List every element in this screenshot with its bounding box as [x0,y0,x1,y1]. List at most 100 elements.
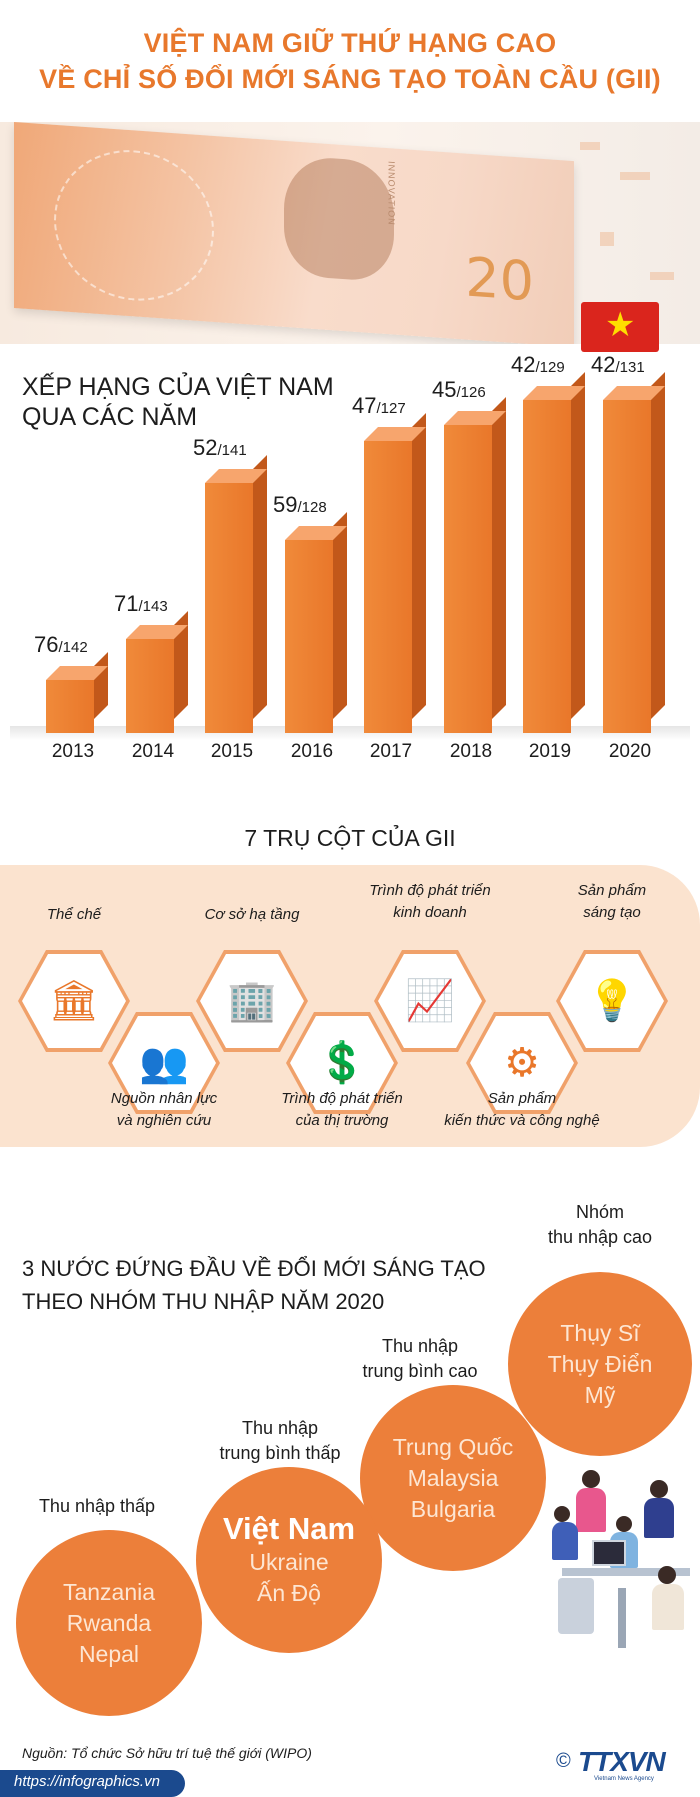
group-label-low: Thu nhập thấp [22,1494,172,1519]
pillar-label-line: kinh doanh [393,904,467,921]
pillar-label-line: Trình độ phát triển [281,1090,403,1107]
pillar-label: Trình độ phát triển của thị trường [242,1088,442,1132]
rank-value: 52 [193,435,218,460]
top3-title-line-1: 3 NƯỚC ĐỨNG ĐẦU VỀ ĐỔI MỚI SÁNG TẠO [22,1256,486,1281]
desk-leg-icon [618,1588,626,1648]
group-label-lower-middle: Thu nhập trung bình thấp [200,1416,360,1466]
bar-side [571,372,585,719]
top3-title: 3 NƯỚC ĐỨNG ĐẦU VỀ ĐỔI MỚI SÁNG TẠO THEO… [22,1252,486,1318]
bar-side [94,652,108,719]
top3-title-line-2: THEO NHÓM THU NHẬP NĂM 2020 [22,1289,385,1314]
bar-2020 [603,400,651,733]
group-label-high: Nhóm thu nhập cao [520,1200,680,1250]
rank-label: 45/126 [432,377,486,403]
rank-label: 42/131 [591,352,645,378]
bar-side [412,413,426,719]
group-label-line: Nhóm [575,1202,624,1222]
year-label: 2016 [290,741,334,762]
gear-technology-icon: ⚙ [504,1041,540,1085]
pillar-label: Thể chế [0,904,174,926]
person-body-icon [576,1488,606,1532]
person-body-icon [644,1498,674,1538]
bar-side [333,512,347,719]
pillar-label: Sản phẩm kiến thức và công nghệ [422,1088,622,1132]
flag-star-icon: ★ [605,306,636,344]
title-line-2: VỀ CHỈ SỐ ĐỔI MỚI SÁNG TẠO TOÀN CẦU (GII… [39,64,661,94]
monitor-icon [592,1540,626,1566]
pillar-label-line: của thị trường [295,1112,389,1129]
chart-title-line-1: XẾP HẠNG CỦA VIỆT NAM [22,373,334,401]
person-body-icon [552,1522,578,1560]
pillar-label: Cơ sở hạ tầng [152,904,352,926]
pillar-label: Nguồn nhân lực và nghiên cứu [64,1088,264,1132]
rank-label: 42/129 [511,352,565,378]
decor-dash [580,142,600,150]
rank-value: 47 [352,393,377,418]
rank-value: 42 [591,352,616,377]
banknote-circle-pattern [54,144,214,306]
person-head-icon [616,1516,632,1532]
ttxvn-logo-subtitle: Vietnam News Agency [594,1776,654,1782]
rank-total: /126 [456,384,486,401]
group-label-line: trung bình thấp [219,1443,341,1463]
person-body-icon [652,1584,684,1630]
rank-total: /127 [376,400,406,417]
country-name: Malaysia [407,1464,499,1491]
year-label: 2014 [131,741,175,762]
brain-bulb-icon: 💡 [587,979,637,1023]
country-name: Tanzania [62,1578,156,1605]
pillar-label-line: Trình độ phát triển [369,882,491,899]
pillar-label-line: Sản phẩm [487,1090,557,1107]
rank-total: /128 [297,499,327,516]
country-name-highlight: Việt Nam [222,1511,356,1546]
rank-value: 76 [34,632,59,657]
bar-side [492,397,506,719]
rank-total: /141 [217,442,247,459]
pillar-label-line: Thể chế [46,906,102,923]
government-building-icon: 🏛 [48,979,100,1023]
rank-total: /143 [138,598,168,615]
rank-label: 59/128 [273,492,327,518]
chart-title-line-2: QUA CÁC NĂM [22,403,198,431]
decor-dash [620,172,650,180]
group-label-line: trung bình cao [362,1361,478,1381]
rank-total: /131 [615,359,645,376]
rank-value: 59 [273,492,298,517]
chart-title: XẾP HẠNG CỦA VIỆT NAM QUA CÁC NĂM [22,372,334,432]
chair-icon [558,1578,594,1634]
chart-floor [10,726,690,740]
group-label-line: thu nhập cao [547,1227,653,1247]
bar-2016 [285,540,333,733]
banknote-text: INNOVATION [386,160,397,227]
circle-lower-middle-income: Việt Nam Ukraine Ấn Độ [196,1467,382,1653]
circle-low-income: Tanzania Rwanda Nepal [16,1530,202,1716]
group-label-line: Thu nhập [241,1418,319,1438]
person-head-icon [554,1506,570,1522]
market-finance-icon: 💲 [317,1041,367,1085]
bar-2015 [205,483,253,733]
bar-2013 [46,680,94,733]
group-label-line: Thu nhập thấp [38,1496,156,1516]
year-label: 2020 [608,741,652,762]
circle-high-income: Thụy Sĩ Thụy Điển Mỹ [508,1272,692,1456]
pillar-label-line: và nghiên cứu [116,1112,212,1129]
url-bar[interactable] [0,1770,185,1797]
circle-upper-middle-income: Trung Quốc Malaysia Bulgaria [360,1385,546,1571]
year-label: 2015 [210,741,254,762]
banknote-illustration: INNOVATION 20 [14,122,574,344]
pillar-label-line: Nguồn nhân lực [110,1090,218,1107]
bar-2019 [523,400,571,733]
person-head-icon [582,1470,600,1488]
business-growth-icon: 📈 [405,979,455,1023]
group-label-line: Thu nhập [381,1336,459,1356]
bar-side [651,372,665,719]
pillar-label-line: sáng tạo [583,904,641,921]
banknote-portrait [284,154,394,283]
country-name: Ukraine [249,1549,329,1575]
pillars-title: 7 TRỤ CỘT CỦA GII [244,825,456,851]
decor-dash [650,272,674,280]
website-link[interactable]: https://infographics.vn [14,1773,160,1790]
country-name: Nepal [78,1640,140,1667]
source-note: Nguồn: Tổ chức Sở hữu trí tuệ thế giới (… [22,1745,312,1761]
pillar-label-line: kiến thức và công nghệ [444,1112,600,1129]
